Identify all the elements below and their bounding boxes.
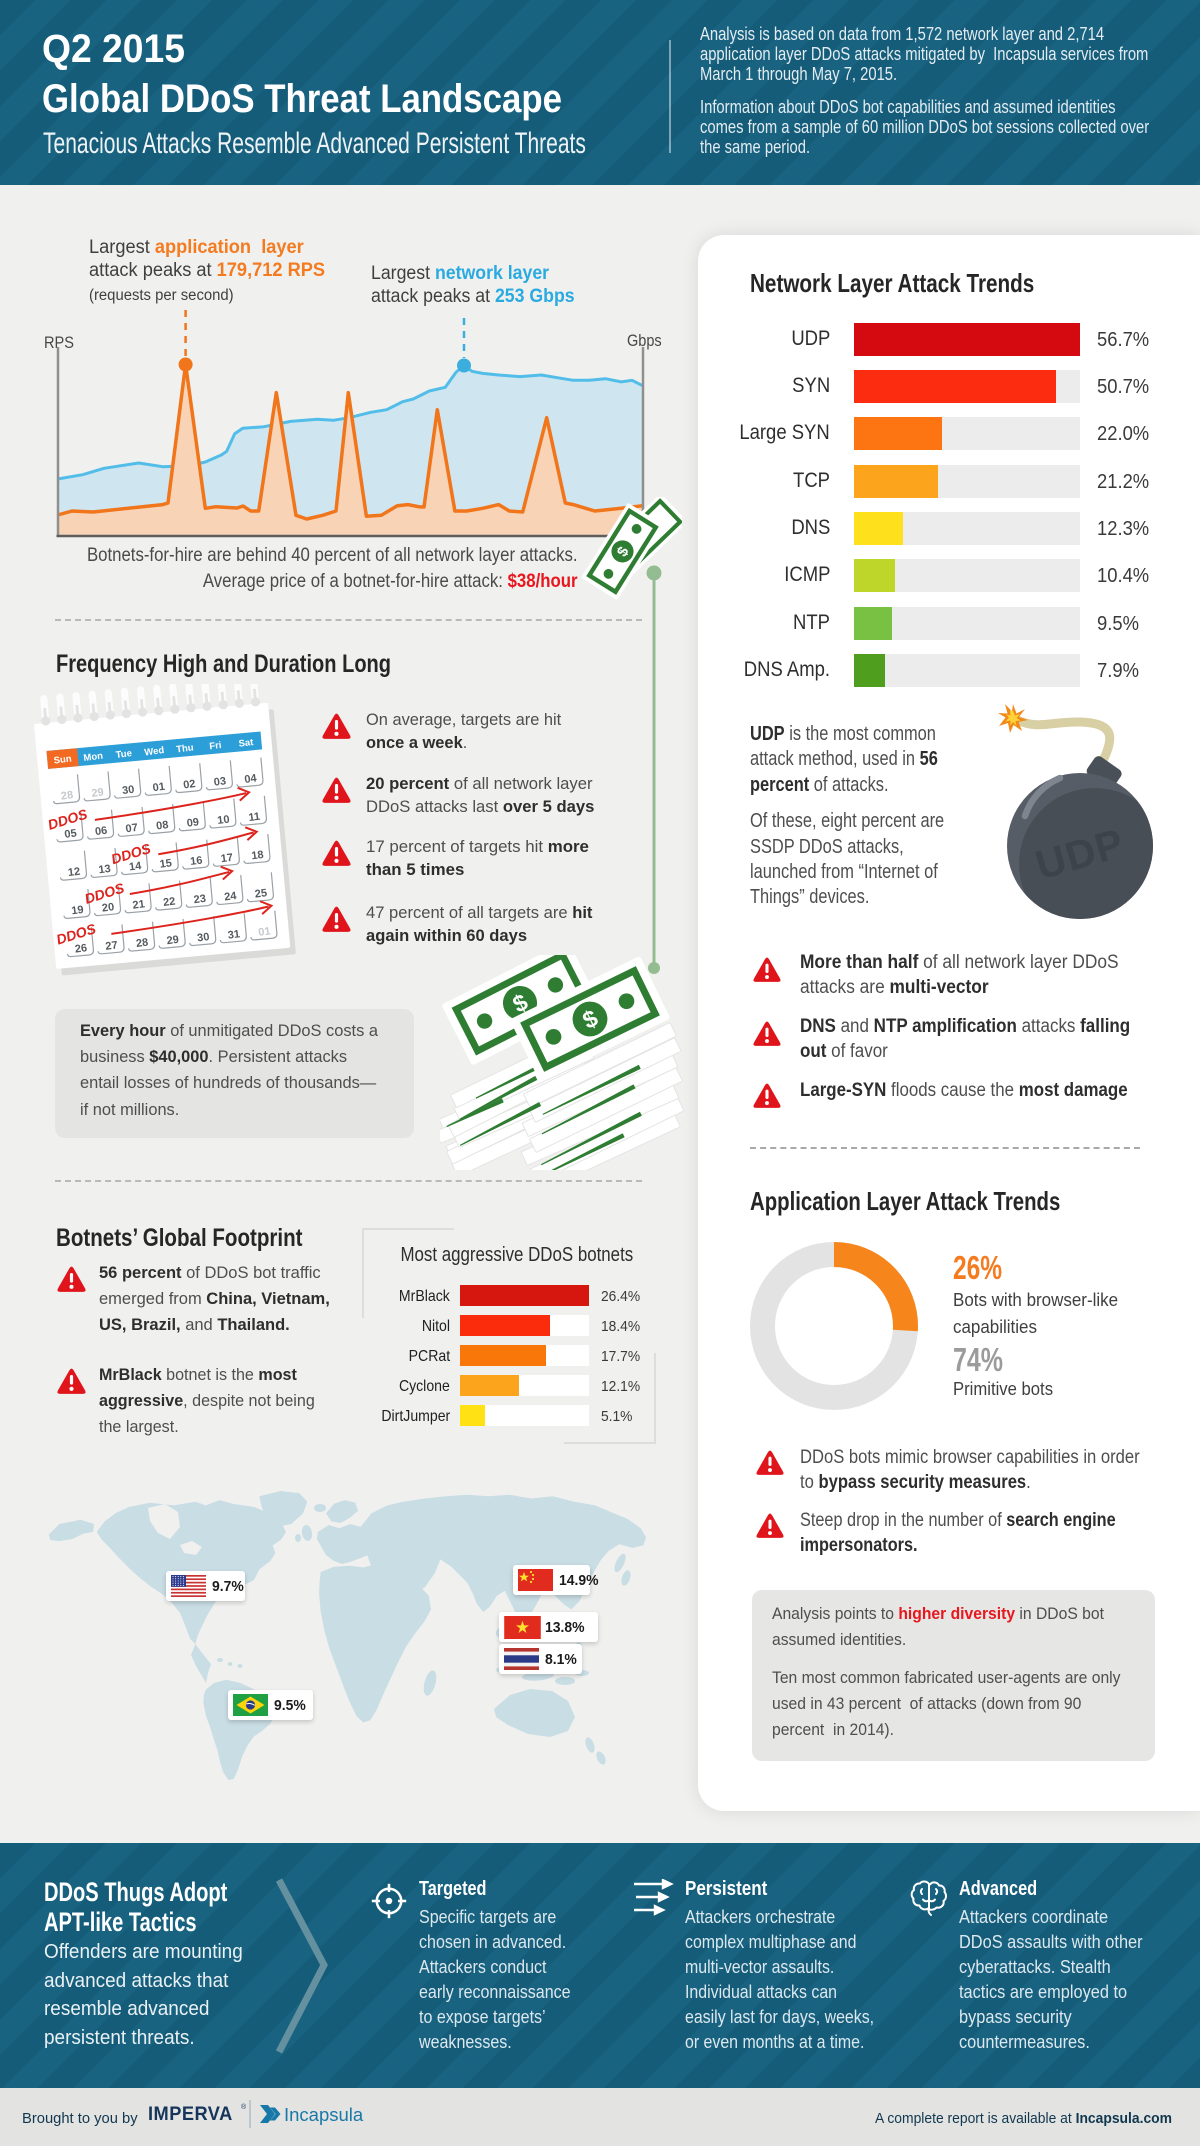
svg-text:Tue: Tue bbox=[115, 748, 132, 761]
svg-text:22: 22 bbox=[162, 896, 176, 909]
svg-text:21: 21 bbox=[132, 898, 146, 911]
svg-text:®: ® bbox=[241, 2103, 247, 2111]
svg-text:24: 24 bbox=[224, 890, 239, 904]
svg-text:08: 08 bbox=[156, 819, 170, 832]
svg-text:10: 10 bbox=[217, 814, 231, 827]
svg-text:30: 30 bbox=[197, 931, 211, 944]
svg-text:Fri: Fri bbox=[209, 740, 222, 752]
svg-text:04: 04 bbox=[244, 772, 259, 786]
svg-text:20: 20 bbox=[101, 901, 115, 914]
svg-text:29: 29 bbox=[91, 786, 105, 799]
svg-text:Wed: Wed bbox=[144, 745, 165, 758]
svg-text:30: 30 bbox=[121, 784, 135, 797]
svg-text:Mon: Mon bbox=[83, 751, 104, 764]
svg-text:Thu: Thu bbox=[176, 742, 195, 755]
svg-text:06: 06 bbox=[94, 825, 108, 838]
svg-text:07: 07 bbox=[125, 822, 139, 835]
svg-text:16: 16 bbox=[190, 855, 204, 868]
svg-text:Sun: Sun bbox=[53, 753, 72, 766]
svg-text:IMPERVA: IMPERVA bbox=[148, 2103, 233, 2124]
svg-text:23: 23 bbox=[193, 893, 207, 906]
svg-text:12: 12 bbox=[67, 866, 81, 879]
svg-text:05: 05 bbox=[64, 827, 78, 840]
svg-text:14: 14 bbox=[128, 860, 143, 874]
svg-text:29: 29 bbox=[166, 934, 180, 947]
svg-text:17: 17 bbox=[220, 852, 234, 865]
svg-text:01: 01 bbox=[258, 925, 272, 938]
svg-text:13: 13 bbox=[98, 863, 112, 876]
svg-text:11: 11 bbox=[248, 811, 261, 824]
svg-text:Sat: Sat bbox=[238, 737, 255, 750]
svg-text:26: 26 bbox=[74, 942, 88, 955]
svg-text:03: 03 bbox=[213, 775, 227, 788]
svg-text:27: 27 bbox=[105, 939, 119, 952]
svg-text:01: 01 bbox=[152, 781, 166, 794]
svg-text:31: 31 bbox=[227, 928, 241, 941]
svg-text:15: 15 bbox=[159, 857, 173, 870]
svg-text:09: 09 bbox=[186, 816, 200, 829]
svg-text:28: 28 bbox=[60, 789, 74, 802]
svg-text:02: 02 bbox=[183, 778, 197, 791]
svg-text:18: 18 bbox=[251, 849, 265, 862]
svg-text:25: 25 bbox=[254, 887, 268, 900]
svg-text:19: 19 bbox=[71, 904, 85, 917]
svg-text:28: 28 bbox=[135, 937, 149, 950]
svg-text:Incapsula: Incapsula bbox=[284, 2104, 364, 2125]
